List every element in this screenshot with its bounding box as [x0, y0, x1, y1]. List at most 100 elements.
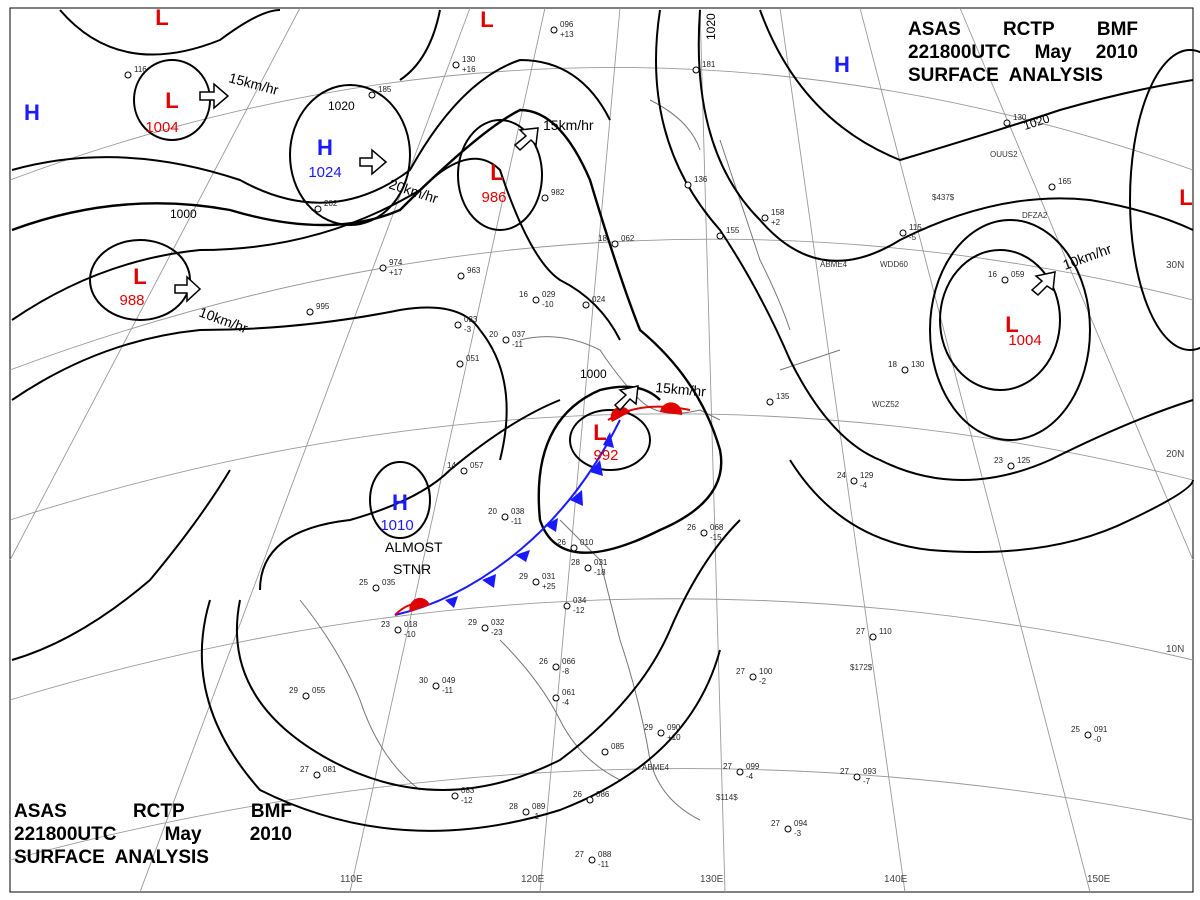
- station-tendency: -18: [594, 568, 606, 577]
- station-circle: [481, 624, 489, 632]
- station-pressure: 125: [1017, 456, 1031, 465]
- station-circle: [563, 602, 571, 610]
- station-temperature: 28: [509, 802, 518, 811]
- station-plot: 099-4 27: [723, 762, 760, 781]
- fronts: [394, 402, 691, 616]
- station-plot: 091-0 25: [1071, 725, 1108, 744]
- station-pressure: 037: [512, 330, 526, 339]
- station-pressure: 096: [560, 20, 574, 29]
- station-pressure: 086: [596, 790, 610, 799]
- ship-callsign: WDD60: [880, 260, 909, 269]
- station-plot: 031-18 28: [571, 558, 608, 577]
- chart-header-top: ASAS RCTP BMF 221800UTC May 2010 SURFACE…: [908, 18, 1138, 87]
- station-pressure: 982: [551, 188, 565, 197]
- station-plot: 974+17: [379, 258, 403, 277]
- station-pressure: 024: [592, 295, 606, 304]
- station-temperature: 27: [840, 767, 849, 776]
- high-center-symbol: H: [24, 100, 40, 125]
- station-tendency: -12: [461, 796, 473, 805]
- station-pressure: 062: [621, 234, 635, 243]
- station-circle: [736, 768, 744, 776]
- station-pressure: 963: [467, 266, 481, 275]
- station-pressure: 158: [771, 208, 785, 217]
- station-tendency: +25: [542, 582, 556, 591]
- station-plot: 116: [124, 65, 147, 79]
- motion-label: 15km/hr: [655, 379, 707, 399]
- station-plot: 085: [601, 742, 625, 756]
- station-tendency: -11: [512, 340, 524, 349]
- station-plot: 135: [766, 392, 790, 406]
- station-temperature: 27: [723, 762, 732, 771]
- station-plot: 094-3 27: [771, 819, 808, 838]
- station-tendency: -3: [464, 325, 472, 334]
- station-pressure: 094: [794, 819, 808, 828]
- station-circle: [1007, 462, 1015, 470]
- station-pressure: 130: [462, 55, 476, 64]
- cold-front-barb: [445, 596, 458, 608]
- station-plot: 033-3: [454, 315, 478, 334]
- station-circle: [456, 360, 464, 368]
- low-center-symbol: L: [1179, 185, 1192, 210]
- station-plot: 096+13: [550, 20, 574, 39]
- station-temperature: 24: [837, 471, 846, 480]
- front-status-label: ALMOST: [385, 539, 443, 555]
- station-pressure: 051: [466, 354, 480, 363]
- station-pressure: 018: [404, 620, 418, 629]
- warm-front-bump: [610, 406, 630, 422]
- header-code: BMF: [1096, 19, 1138, 40]
- station-plot: 155: [716, 226, 740, 240]
- station-pressure: 181: [702, 60, 716, 69]
- station-circle: [124, 71, 132, 79]
- station-circle: [853, 773, 861, 781]
- ship-callsign: $114$: [716, 793, 738, 802]
- low-center-value: 986: [481, 189, 506, 206]
- station-temperature: 28: [571, 558, 580, 567]
- longitude-label: 150E: [1087, 874, 1111, 885]
- station-circle: [899, 229, 907, 237]
- station-pressure: 165: [1058, 177, 1072, 186]
- station-plot: 024: [582, 295, 606, 309]
- station-tendency: +13: [560, 30, 574, 39]
- station-temperature: 26: [539, 657, 548, 666]
- station-circle: [657, 729, 665, 737]
- station-tendency: -3: [794, 829, 802, 838]
- station-circle: [368, 91, 376, 99]
- ship-callsign: $172$: [850, 663, 873, 672]
- station-circle: [1048, 183, 1056, 191]
- station-pressure: 136: [694, 175, 708, 184]
- station-pressure: 115: [909, 223, 922, 232]
- ship-callsign: DFZA2: [1022, 211, 1048, 220]
- station-circle: [588, 856, 596, 864]
- station-circle: [601, 748, 609, 756]
- station-circle: [550, 26, 558, 34]
- low-center-symbol: L: [165, 88, 178, 113]
- station-plot: 034-12: [563, 596, 587, 615]
- station-pressure: 085: [611, 742, 625, 751]
- station-temperature: 27: [300, 765, 309, 774]
- ship-callsign: WCZ52: [872, 400, 900, 409]
- longitude-label: 140E: [884, 874, 908, 885]
- station-pressure: 116: [134, 65, 147, 74]
- station-circle: [761, 214, 769, 222]
- low-center-symbol: L: [593, 420, 606, 445]
- station-circle: [457, 272, 465, 280]
- header-year: 2010: [249, 824, 292, 845]
- station-tendency: -4: [746, 772, 754, 781]
- station-plot: 018-10 23: [381, 620, 418, 639]
- station-temperature: 23: [381, 620, 390, 629]
- isobars: [11, 9, 1200, 832]
- high-center-symbol: H: [392, 490, 408, 515]
- ship-callsign: ABME4: [820, 260, 848, 269]
- station-plot: 081 27: [300, 765, 337, 779]
- header-month: May: [164, 824, 202, 845]
- station-plot: 062 18: [598, 234, 635, 248]
- station-tendency: -7: [863, 777, 871, 786]
- motion-label: 15km/hr: [543, 117, 594, 133]
- cold-front-barb: [545, 518, 558, 532]
- header-station: RCTP: [132, 801, 185, 822]
- high-center-value: 1010: [380, 517, 413, 534]
- station-temperature: 20: [489, 330, 498, 339]
- station-temperature: 16: [988, 270, 997, 279]
- station-circle: [552, 694, 560, 702]
